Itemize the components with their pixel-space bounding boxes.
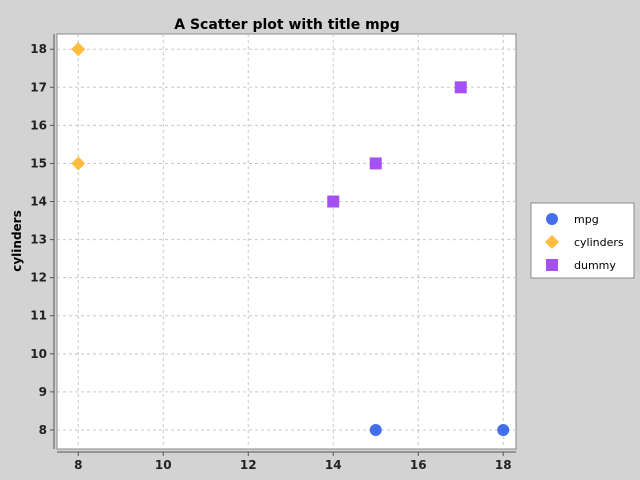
y-tick-label-10: 18 xyxy=(30,42,47,56)
plot-area xyxy=(56,33,517,450)
y-axis-ticks: 8 9 10 11 12 13 14 15 16 17 18 xyxy=(30,42,54,437)
legend-label-cylinders: cylinders xyxy=(574,236,624,249)
y-tick-label-7: 15 xyxy=(30,156,47,170)
point-dummy-2 xyxy=(327,195,340,208)
legend-label-dummy: dummy xyxy=(574,259,616,272)
chart-title: A Scatter plot with title mpg xyxy=(174,17,399,33)
grid-lines xyxy=(57,34,516,449)
y-tick-label-8: 16 xyxy=(30,118,47,132)
point-cylinders-0 xyxy=(71,42,86,57)
x-tick-label-0: 8 xyxy=(74,458,82,472)
point-dummy-1 xyxy=(369,157,382,170)
y-tick-label-9: 17 xyxy=(30,80,47,94)
x-tick-label-3: 14 xyxy=(325,458,342,472)
y-tick-label-1: 9 xyxy=(39,385,47,399)
legend: mpg cylinders dummy xyxy=(530,202,635,279)
y-tick-label-2: 10 xyxy=(30,347,47,361)
y-tick-label-5: 13 xyxy=(30,233,47,247)
y-tick-label-6: 14 xyxy=(30,195,47,209)
legend-marker-mpg xyxy=(546,213,558,225)
y-tick-label-0: 8 xyxy=(39,423,47,437)
point-mpg-1 xyxy=(497,423,510,436)
point-mpg-0 xyxy=(369,423,382,436)
y-tick-label-4: 12 xyxy=(30,271,47,285)
point-dummy-0 xyxy=(454,81,467,94)
y-tick-label-3: 11 xyxy=(30,309,47,323)
legend-marker-cylinders xyxy=(545,235,559,249)
x-axis-ticks: 8 10 12 14 16 18 xyxy=(74,452,512,472)
y-axis-label: cylinders xyxy=(10,210,24,272)
x-tick-label-2: 12 xyxy=(240,458,257,472)
x-tick-label-4: 16 xyxy=(410,458,427,472)
legend-label-mpg: mpg xyxy=(574,213,599,226)
point-cylinders-1 xyxy=(71,156,86,171)
x-tick-label-5: 18 xyxy=(495,458,512,472)
axes xyxy=(53,34,516,453)
data-points xyxy=(71,42,510,436)
legend-marker-dummy xyxy=(546,259,558,271)
x-tick-label-1: 10 xyxy=(155,458,172,472)
